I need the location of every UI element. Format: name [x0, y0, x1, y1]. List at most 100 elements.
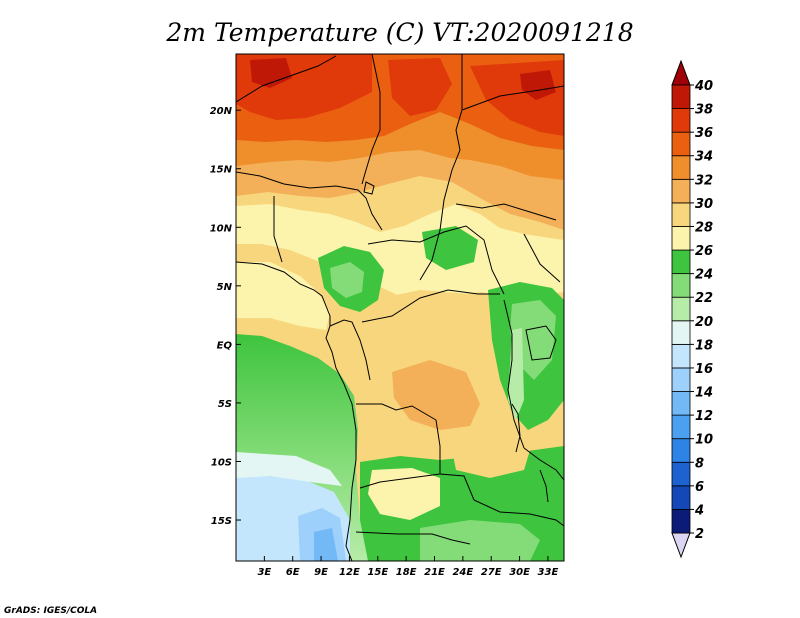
colorbar-label: 12 — [695, 409, 713, 424]
y-tick-label: 20N — [210, 106, 233, 117]
x-tick-label: 3E — [257, 567, 271, 578]
colorbar-label: 2 — [695, 527, 704, 542]
border-drc-north — [361, 289, 500, 323]
chart-title: 2m Temperature (C) VT:2020091218 — [165, 18, 633, 47]
y-tick-label: 10S — [211, 457, 232, 468]
sahara-hotspot — [250, 58, 292, 88]
colorbar-label: 16 — [695, 362, 713, 377]
y-tick-label: EQ — [217, 340, 233, 351]
benguela-12 — [314, 528, 338, 561]
colorbar-label: 36 — [695, 126, 713, 141]
x-tick-label: 27E — [481, 567, 502, 578]
colorbar-label: 22 — [695, 291, 713, 306]
x-tick-label: 24E — [452, 567, 473, 578]
colorbar-swatch — [671, 202, 691, 227]
cameroon-highlands-20 — [330, 262, 364, 298]
x-tick-label: 18E — [396, 567, 417, 578]
lake-tanganyika — [511, 403, 521, 453]
y-tick-label: 15N — [210, 165, 233, 176]
colorbar-label: 30 — [695, 197, 713, 212]
x-tick-label: 33E — [538, 567, 559, 578]
colorbar-swatch — [671, 414, 691, 440]
colorbar-swatch — [671, 178, 691, 204]
y-tick-label: 10N — [210, 223, 233, 234]
colorbar-swatch — [671, 367, 691, 392]
colorbar-swatch — [671, 249, 691, 275]
y-tick-label: 15S — [211, 516, 232, 527]
y-tick-label: 5S — [218, 399, 232, 410]
colorbar-swatch — [671, 296, 691, 322]
x-tick-label: 9E — [314, 567, 328, 578]
political-borders — [236, 54, 564, 561]
colorbar-label: 24 — [695, 268, 713, 283]
border-gabon — [329, 319, 371, 381]
border-tanzania — [523, 447, 564, 481]
colorbar-swatch — [671, 509, 691, 534]
savanna-26 — [236, 204, 564, 300]
border-nigeria — [273, 196, 283, 263]
lake-victoria — [525, 325, 557, 361]
colorbar-label: 6 — [695, 480, 704, 495]
credit-text: GrADS: IGES/COLA — [4, 606, 97, 616]
colorbar-swatch — [671, 131, 691, 157]
y-tick-label: 5N — [217, 282, 233, 293]
colorbar-label: 40 — [694, 79, 713, 94]
x-tick-label: 15E — [367, 567, 388, 578]
colorbar-label: 38 — [695, 103, 713, 118]
colorbar-swatch — [671, 485, 691, 510]
colorbar-under-triangle — [671, 532, 691, 559]
colorbar-swatch — [671, 343, 691, 369]
border-chad-east — [419, 54, 463, 281]
border-drc-east — [503, 299, 525, 449]
border-sudan — [455, 203, 557, 221]
colorbar-swatch — [671, 273, 691, 298]
gulf-guinea-24 — [236, 262, 330, 330]
colorbar-label: 20 — [695, 315, 713, 330]
map-frame — [235, 53, 565, 562]
colorbar-swatch — [671, 391, 691, 416]
kalahari-24 — [420, 520, 540, 561]
colorbar-swatch — [671, 438, 691, 463]
border-namibia — [355, 531, 471, 545]
colorbar-label: 34 — [695, 150, 713, 165]
border-car — [367, 225, 505, 295]
border-sahel — [236, 171, 383, 231]
x-axis: 3E 6E 9E 12E 15E 18E 21E 24E 27E 30E 33E — [257, 556, 558, 578]
x-tick-label: 30E — [509, 567, 530, 578]
colorbar-over-triangle — [671, 59, 691, 86]
colorbar-swatch — [671, 461, 691, 487]
border-southern — [473, 499, 564, 527]
colorbar-swatch — [671, 84, 691, 109]
lake-chad — [363, 181, 375, 195]
congo-core-28 — [392, 360, 480, 430]
colorbar-label: 32 — [695, 173, 713, 188]
x-tick-label: 6E — [286, 567, 300, 578]
border-ethiopia — [523, 233, 561, 283]
colorbar-swatch — [671, 108, 691, 133]
border-angola — [356, 403, 475, 501]
border-sahara — [236, 55, 337, 103]
colorbar-label: 8 — [695, 456, 704, 471]
colorbar-label: 10 — [695, 433, 713, 448]
map-field — [236, 54, 564, 561]
atlantic-18 — [236, 452, 342, 486]
lake-malawi — [539, 469, 549, 503]
colorbar-label: 14 — [695, 386, 713, 401]
border-egypt — [461, 85, 564, 111]
x-tick-label: 12E — [339, 567, 360, 578]
border-zambia — [359, 473, 441, 489]
colorbar-label: 4 — [694, 503, 704, 518]
x-tick-label: 21E — [424, 567, 445, 578]
central-highlands-22 — [422, 226, 478, 270]
colorbar-swatch — [671, 226, 691, 251]
y-axis: 20N 15N 10N 5N EQ 5S 10S 15S — [210, 106, 241, 527]
border-chad-west — [361, 54, 381, 185]
west-african-coast — [236, 261, 357, 561]
zambia-26 — [450, 436, 530, 478]
colorbar-label: 28 — [695, 220, 713, 235]
colorbar-label: 26 — [695, 244, 713, 259]
colorbar-label: 18 — [695, 338, 713, 353]
colorbar-swatch — [671, 155, 691, 180]
